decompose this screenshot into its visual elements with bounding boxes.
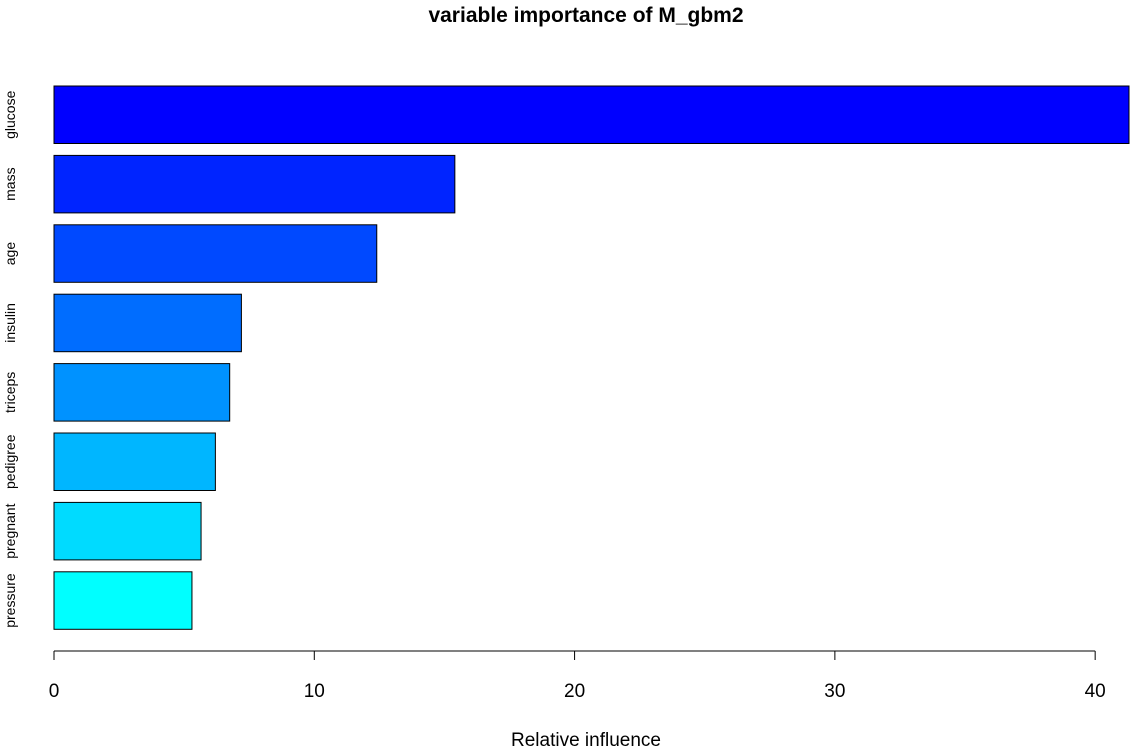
x-tick-label-10: 10 <box>304 681 325 702</box>
category-labels-group: glucose mass age insulin triceps pedigree preg… <box>2 90 18 627</box>
x-tick-label-40: 40 <box>1085 681 1106 702</box>
bars-group <box>53 85 1130 630</box>
x-axis: 0 10 20 30 40 <box>49 650 1106 702</box>
x-axis-label: Relative influence <box>511 730 661 751</box>
category-label-age: age <box>2 242 18 266</box>
bar-triceps <box>53 363 231 422</box>
category-label-pregnant: pregnant <box>2 503 18 558</box>
bar-insulin <box>53 293 242 353</box>
bar-age <box>53 224 378 283</box>
x-tick-label-30: 30 <box>824 681 845 702</box>
category-label-triceps: triceps <box>2 372 18 413</box>
bar-glucose <box>53 85 1130 144</box>
x-tick-label-0: 0 <box>49 681 60 702</box>
category-label-glucose: glucose <box>2 90 18 138</box>
category-label-mass: mass <box>2 167 18 200</box>
bar-pedigree <box>53 432 216 491</box>
bar-pressure <box>53 571 193 630</box>
category-label-pedigree: pedigree <box>2 434 18 489</box>
category-label-pressure: pressure <box>2 573 18 628</box>
x-tick-label-20: 20 <box>564 681 585 702</box>
bar-mass <box>53 154 456 214</box>
chart-title: variable importance of M_gbm2 <box>428 4 743 27</box>
category-label-insulin: insulin <box>2 303 18 343</box>
bar-pregnant <box>53 501 202 561</box>
